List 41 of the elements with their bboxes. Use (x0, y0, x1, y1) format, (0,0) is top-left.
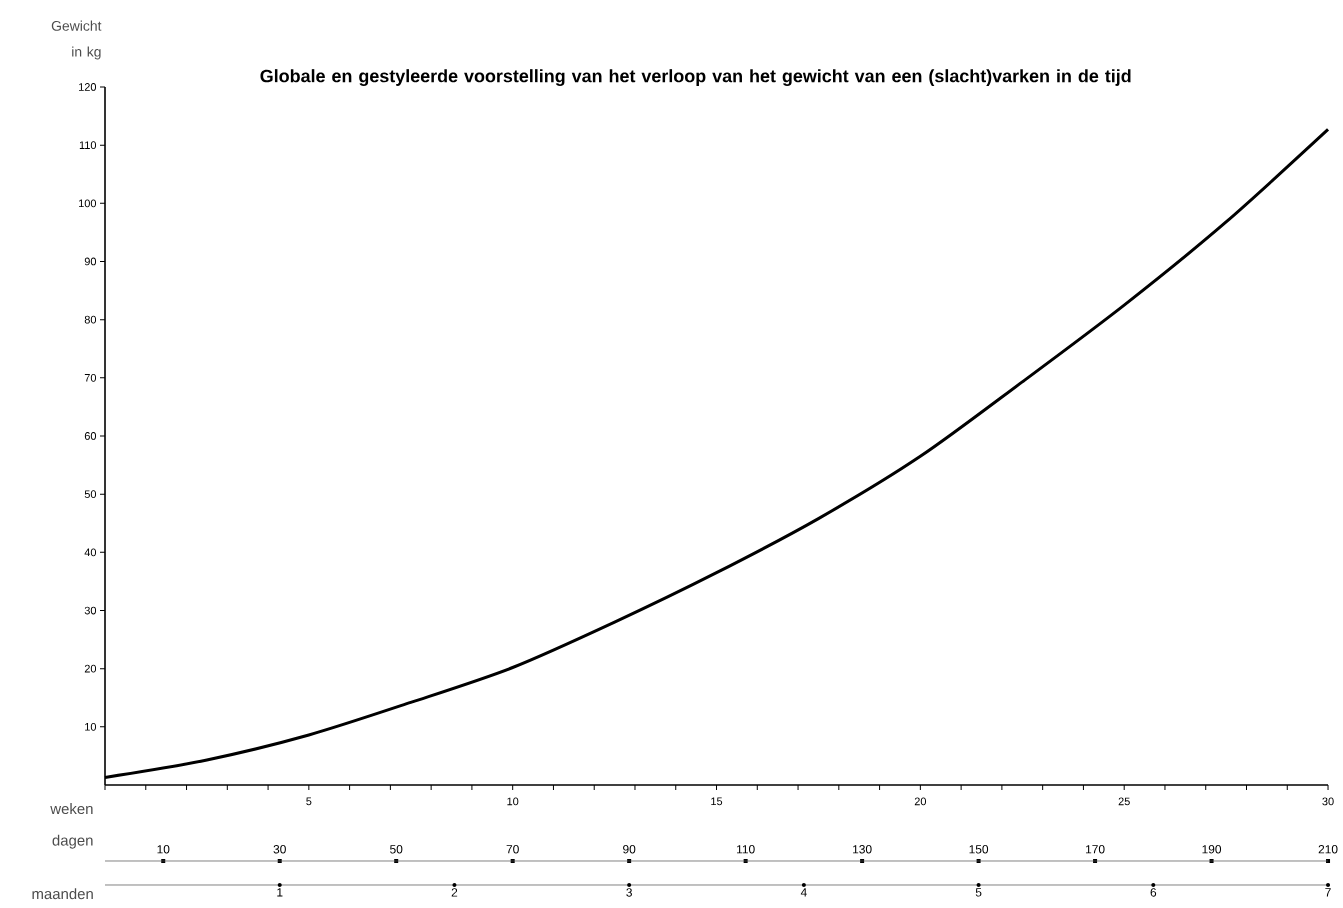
x-axis-title: weken (50, 803, 93, 815)
x2-tick-label: 110 (737, 845, 755, 854)
x2-tick-label: 90 (623, 845, 636, 854)
y-tick-label: 20 (84, 664, 97, 673)
y-tick-label: 40 (84, 548, 97, 557)
x2-tick-label: 10 (157, 845, 170, 854)
y-tick-label: 10 (85, 722, 97, 731)
x-tick-label: 25 (1118, 797, 1130, 806)
x2-tick-label: 210 (1318, 845, 1338, 854)
x-tick-label: 15 (711, 797, 723, 806)
x2-tick-label: 130 (853, 845, 872, 854)
x-tick-label: 5 (306, 797, 312, 806)
text: maanden (32, 888, 93, 900)
x-tick-label: 10 (507, 797, 519, 806)
y-tick-label: 60 (84, 432, 97, 440)
x2-axis-title: dagen (52, 834, 93, 849)
text: 2 (451, 888, 458, 897)
x2-tick-label: 50 (390, 845, 403, 854)
x2-tick-label: 150 (969, 845, 989, 854)
text: 1 (277, 888, 283, 897)
y-tick-label: 110 (79, 141, 97, 150)
y-tick-label: 30 (84, 606, 97, 615)
y-tick-label: 100 (79, 199, 97, 208)
y-tick-label: 90 (84, 257, 97, 266)
x2-tick-label: 170 (1086, 845, 1105, 854)
text: 6 (1150, 888, 1157, 897)
x2-tick-label: 30 (273, 845, 286, 854)
y-tick-label: 120 (79, 83, 97, 91)
text: 7 (1325, 888, 1331, 897)
x-tick-label: 30 (1322, 797, 1334, 806)
x2-tick-label: 70 (506, 845, 519, 854)
text: 4 (800, 888, 807, 897)
text: 5 (975, 888, 982, 897)
text: 3 (626, 888, 632, 897)
chart-title: Globale en gestyleerde voorstelling van het verloop van het gewicht van een (slacht)varken in de tijd (260, 69, 1131, 86)
y-axis-title: Gewicht in kg (51, 20, 102, 60)
y-tick-label: 80 (84, 315, 97, 324)
x-tick-label: 20 (914, 797, 927, 806)
y-tick-label: 50 (84, 490, 97, 499)
x2-tick-label: 190 (1202, 845, 1222, 854)
y-tick-label: 70 (84, 373, 97, 382)
